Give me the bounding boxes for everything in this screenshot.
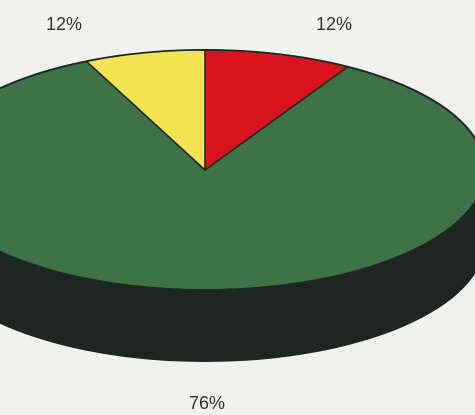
pie-slice-red <box>204 49 349 171</box>
pie-side-wall <box>0 201 475 362</box>
slice-label-yellow: 12% <box>46 14 82 34</box>
pie-slice-yellow <box>85 49 206 171</box>
slice-label-green: 76% <box>189 393 225 413</box>
pie-slice-green <box>0 50 475 290</box>
slice-label-red: 12% <box>316 14 352 34</box>
pie-top-edge <box>0 49 475 291</box>
